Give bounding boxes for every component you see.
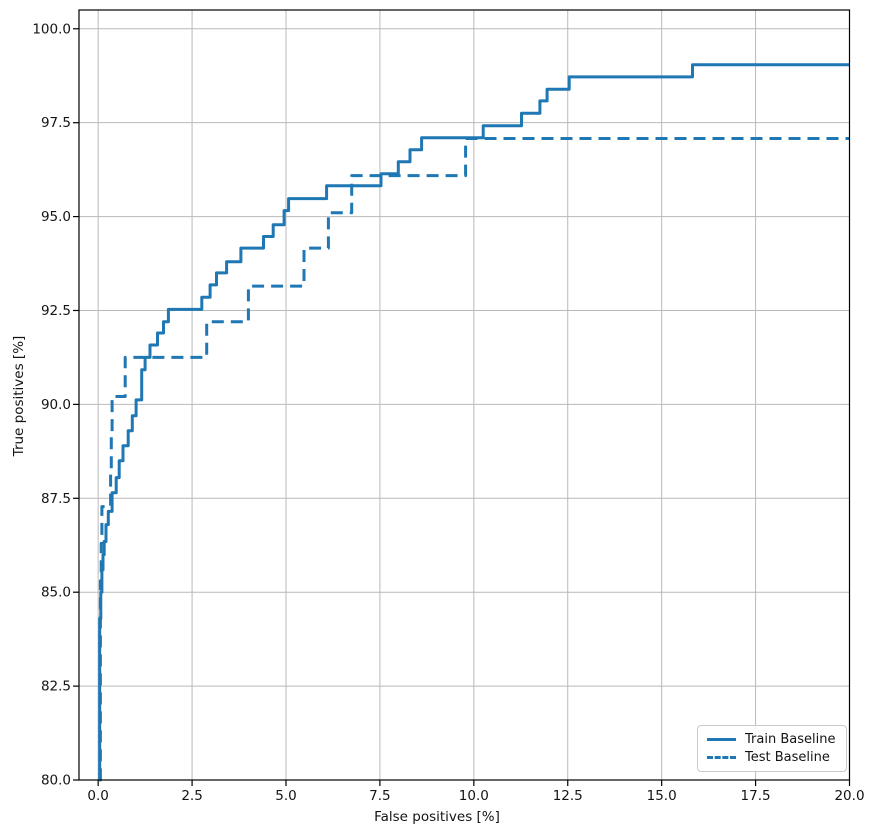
y-tick-label: 90.0: [41, 397, 71, 413]
legend-entry-train: Train Baseline: [707, 731, 838, 749]
x-tick-label: 15.0: [647, 788, 677, 804]
x-tick-label: 12.5: [553, 788, 583, 804]
x-tick-label: 7.5: [369, 788, 390, 804]
y-tick-label: 82.5: [41, 679, 71, 695]
test-line-sample: [707, 755, 736, 759]
y-tick-label: 95.0: [41, 209, 71, 225]
y-tick-label: 80.0: [41, 773, 71, 789]
x-tick-label: 20.0: [834, 788, 864, 804]
x-axis-label: False positives [%]: [374, 809, 500, 825]
legend: Train Baseline Test Baseline: [697, 725, 847, 772]
x-tick-label: 0.0: [87, 788, 108, 804]
y-tick-label: 87.5: [41, 491, 71, 507]
series-line-test: [98, 137, 850, 782]
x-tick-label: 2.5: [181, 788, 202, 804]
y-axis-label: True positives [%]: [11, 335, 27, 457]
train-line-sample: [707, 738, 736, 742]
legend-label-train: Train Baseline: [745, 732, 836, 748]
legend-entry-test: Test Baseline: [707, 749, 838, 767]
y-tick-label: 100.0: [32, 21, 71, 37]
x-tick-label: 5.0: [275, 788, 296, 804]
x-tick-label: 10.0: [459, 788, 489, 804]
series-line-train: [98, 63, 850, 782]
x-tick-label: 17.5: [741, 788, 771, 804]
y-tick-label: 97.5: [41, 115, 71, 131]
y-tick-label: 92.5: [41, 303, 71, 319]
axes-spines: [78, 9, 851, 781]
y-tick-label: 85.0: [41, 585, 71, 601]
legend-label-test: Test Baseline: [745, 749, 830, 765]
